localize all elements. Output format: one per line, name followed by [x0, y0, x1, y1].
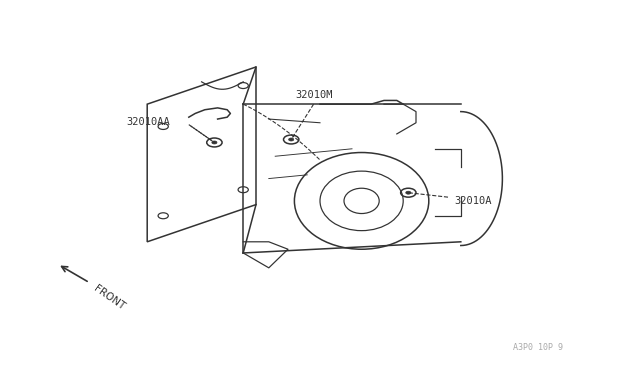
Text: 32010AA: 32010AA [126, 117, 170, 127]
Text: 32010A: 32010A [454, 196, 492, 206]
Text: 32010M: 32010M [295, 90, 332, 100]
Circle shape [212, 141, 217, 144]
Text: A3P0 10P 9: A3P0 10P 9 [513, 343, 563, 352]
Circle shape [406, 191, 411, 194]
Text: FRONT: FRONT [92, 284, 126, 312]
Circle shape [289, 138, 294, 141]
